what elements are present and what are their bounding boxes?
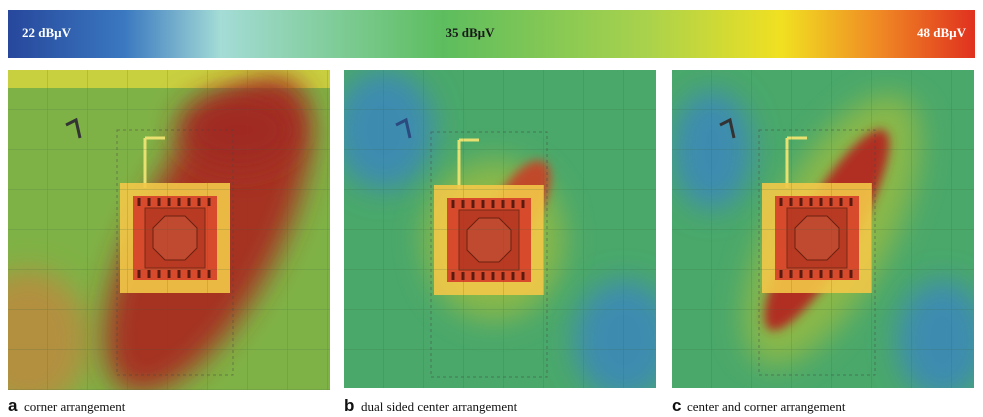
panel-letter: b [344,396,354,415]
panel-caption: corner arrangement [24,399,126,414]
colorbar-max-label: 48 dBµV [917,25,967,40]
panel-letter: a [8,396,18,415]
heatmap-b [334,70,674,400]
panel-letter: c [672,396,681,415]
panel-caption: center and corner arrangement [687,399,846,414]
panel-caption: dual sided center arrangement [361,399,518,414]
colorbar-min-label: 22 dBµV [22,25,72,40]
heatmap-a [0,48,352,417]
colorbar-mid-label: 35 dBµV [445,25,495,40]
heatmap-c [672,69,983,400]
figure: 22 dBµV 35 dBµV 48 dBµV a corner arrange… [0,0,983,417]
